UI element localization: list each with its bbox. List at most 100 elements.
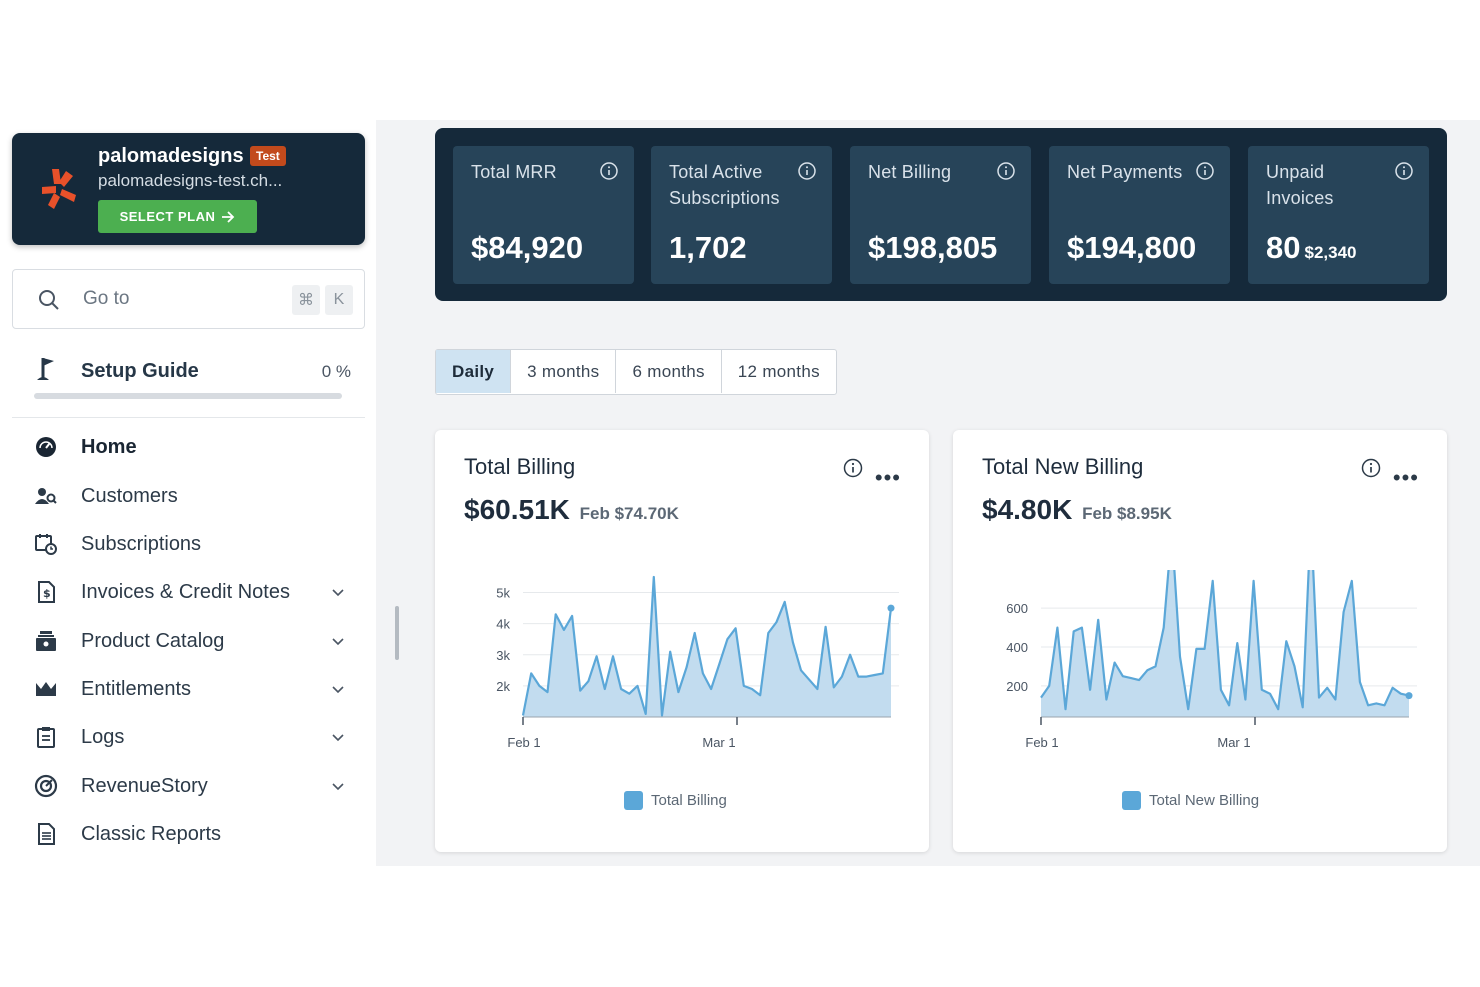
total-billing-chart: 2k 3k 4k 5k Feb 1 Mar 1: [496, 575, 899, 750]
chevron-down-icon[interactable]: [331, 634, 345, 648]
sidebar-divider: [12, 417, 365, 418]
tab-3-months[interactable]: 3 months: [510, 350, 615, 393]
kpi-total-active-subscriptions: Total Active Subscriptions 1,702: [651, 146, 832, 284]
sidebar-item-home[interactable]: Home: [12, 425, 365, 469]
card-compare: Feb $8.95K: [1082, 504, 1172, 523]
kpi-label: Total MRR: [471, 162, 557, 182]
sidebar-item-label: Invoices & Credit Notes: [81, 581, 290, 603]
setup-guide-percent: 0 %: [321, 362, 351, 381]
series-area: [523, 577, 891, 717]
sidebar-item-subscriptions[interactable]: Subscriptions: [12, 522, 365, 566]
kpi-label: Total Active Subscriptions: [669, 162, 780, 208]
tab-daily[interactable]: Daily: [436, 350, 511, 393]
arrow-right-icon: [222, 210, 235, 223]
last-point: [887, 604, 895, 612]
kpi-total-mrr: Total MRR $84,920: [453, 146, 634, 284]
chevron-down-icon[interactable]: [331, 682, 345, 696]
info-icon[interactable]: [997, 162, 1015, 180]
info-icon[interactable]: [1196, 162, 1214, 180]
y-tick-label: 5k: [496, 586, 510, 601]
k-key: K: [325, 285, 353, 315]
info-icon[interactable]: [1395, 162, 1413, 180]
x-tick-label: Mar 1: [1217, 735, 1250, 750]
series-line: [1040, 570, 1410, 711]
goto-search-input[interactable]: Go to ⌘ K: [12, 269, 365, 329]
sidebar-item-classic-reports[interactable]: Classic Reports: [12, 812, 365, 856]
more-options-icon[interactable]: •••: [874, 465, 901, 490]
chevron-down-icon[interactable]: [331, 779, 345, 793]
last-point: [1405, 692, 1413, 700]
info-icon[interactable]: [798, 162, 816, 180]
y-tick-label: 200: [1006, 679, 1028, 694]
subscriptions-icon: [35, 534, 57, 555]
app-window: palomadesigns Test palomadesigns-test.ch…: [0, 120, 1480, 866]
chevron-down-icon[interactable]: [331, 585, 345, 599]
total-billing-card: Total Billing $60.51K Feb $74.70K ••• 2k…: [435, 430, 929, 852]
sidebar-item-label: Classic Reports: [81, 823, 222, 845]
kpi-value: $84,920: [471, 230, 584, 265]
kpi-unpaid-invoices: Unpaid Invoices 80 $2,340: [1248, 146, 1429, 284]
sidebar-item-label: Entitlements: [81, 678, 192, 700]
product-catalog-icon: [36, 631, 56, 651]
flag-icon: [37, 358, 54, 380]
card-value: $60.51K Feb $74.70K: [464, 494, 679, 526]
legend-swatch: [624, 791, 643, 810]
sidebar-item-revenuestory[interactable]: RevenueStory: [12, 764, 365, 808]
legend-swatch: [1122, 791, 1141, 810]
y-tick-label: 400: [1006, 640, 1028, 655]
site-switcher[interactable]: palomadesigns Test palomadesigns-test.ch…: [12, 133, 365, 245]
sidebar-item-invoices[interactable]: $ Invoices & Credit Notes: [12, 570, 365, 614]
more-options-icon[interactable]: •••: [1392, 465, 1419, 490]
legend-label: Total Billing: [651, 792, 727, 809]
total-new-billing-card: Total New Billing $4.80K Feb $8.95K ••• …: [953, 430, 1447, 852]
setup-progress-bar: [34, 393, 342, 399]
kpi-value: $198,805: [868, 230, 998, 265]
kpi-label: Unpaid Invoices: [1266, 162, 1334, 208]
chevron-down-icon[interactable]: [331, 730, 345, 744]
tab-6-months[interactable]: 6 months: [615, 350, 720, 393]
info-icon[interactable]: [843, 458, 863, 478]
sidebar-item-label: Product Catalog: [81, 630, 225, 652]
card-compare: Feb $74.70K: [579, 504, 679, 523]
sidebar-item-label: Home: [81, 436, 137, 458]
tab-12-months[interactable]: 12 months: [720, 350, 836, 393]
sidebar-item-customers[interactable]: Customers: [12, 474, 365, 518]
x-tick-label: Feb 1: [507, 735, 540, 750]
select-plan-button[interactable]: SELECT PLAN: [98, 200, 257, 233]
setup-guide[interactable]: Setup Guide 0 %: [12, 352, 365, 402]
kpi-panel: Total MRR $84,920 Total Active Subscript…: [435, 128, 1447, 301]
kpi-label: Net Payments: [1067, 162, 1183, 182]
kpi-label: Net Billing: [868, 162, 952, 182]
site-name: palomadesigns: [98, 145, 244, 167]
card-value-main: $4.80K: [982, 494, 1073, 525]
sidebar-item-entitlements[interactable]: Entitlements: [12, 667, 365, 711]
kpi-net-payments: Net Payments $194,800: [1049, 146, 1230, 284]
sidebar-item-label: RevenueStory: [81, 775, 208, 797]
sidebar-item-logs[interactable]: Logs: [12, 715, 365, 759]
card-value: $4.80K Feb $8.95K: [982, 494, 1172, 526]
info-icon[interactable]: [600, 162, 618, 180]
legend-label: Total New Billing: [1149, 792, 1260, 809]
report-icon: [38, 823, 55, 845]
dashboard-icon: [36, 437, 56, 457]
x-tick-label: Mar 1: [702, 735, 735, 750]
kpi-value: 1,702: [669, 230, 747, 265]
setup-guide-label: Setup Guide: [81, 360, 199, 382]
period-tabs: Daily 3 months 6 months 12 months: [435, 349, 837, 395]
kpi-value: 80 $2,340: [1266, 230, 1356, 266]
sidebar-item-label: Logs: [81, 726, 125, 748]
sidebar-item-label: Customers: [81, 485, 178, 507]
site-domain: palomadesigns-test.ch...: [98, 171, 283, 190]
kpi-value-sub: $2,340: [1304, 243, 1357, 262]
y-tick-label: 600: [1006, 601, 1028, 616]
sidebar-item-label: Subscriptions: [81, 533, 202, 555]
y-tick-label: 2k: [496, 679, 510, 694]
chart-legend: Total Billing: [624, 791, 727, 810]
y-tick-label: 4k: [496, 617, 510, 632]
sidebar-resize-handle[interactable]: [395, 606, 399, 660]
chart-legend: Total New Billing: [1122, 791, 1259, 810]
sidebar-item-product-catalog[interactable]: Product Catalog: [12, 619, 365, 663]
info-icon[interactable]: [1361, 458, 1381, 478]
kpi-value: $194,800: [1067, 230, 1197, 265]
sidebar: palomadesigns Test palomadesigns-test.ch…: [0, 120, 376, 866]
